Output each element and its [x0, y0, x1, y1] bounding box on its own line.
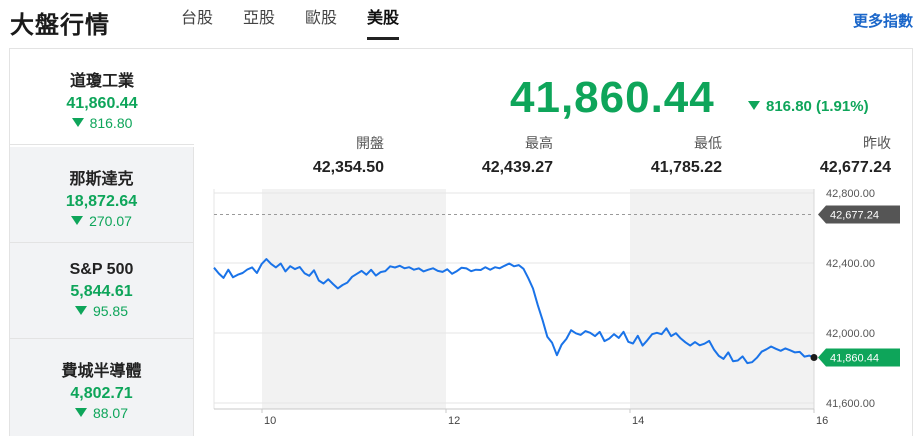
x-axis-ticks: 10 12 14 16 — [261, 409, 828, 427]
tab-europe[interactable]: 歐股 — [290, 0, 352, 42]
stat-value: 42,439.27 — [481, 159, 553, 176]
x-tick-label: 14 — [632, 415, 644, 427]
stat-label: 最低 — [694, 135, 722, 151]
index-change: 95.85 — [10, 303, 193, 319]
stat-open: 開盤 42,354.50 — [224, 133, 384, 177]
previous-close-tag-label: 42,677.24 — [830, 209, 879, 221]
previous-close-tag: 42,677.24 — [818, 205, 900, 224]
x-tick-label: 10 — [264, 415, 276, 427]
y-axis-ticks: 42,800.00 42,400.00 42,000.00 41,600.00 — [826, 189, 875, 410]
stat-prev-close: 昨收 42,677.24 — [731, 133, 891, 177]
last-price-dot — [810, 354, 818, 361]
stat-value: 42,354.50 — [312, 159, 384, 176]
market-card: 道瓊工業 41,860.44 816.80 那斯達克 18,872.64 270… — [9, 48, 913, 436]
down-arrow-icon — [71, 216, 84, 225]
tab-asia[interactable]: 亞股 — [228, 0, 290, 42]
index-name: 道瓊工業 — [69, 73, 134, 90]
price-line — [213, 258, 815, 365]
down-arrow-icon — [748, 101, 760, 110]
index-value: 18,872.64 — [65, 193, 138, 210]
stat-value: 41,785.22 — [650, 159, 722, 176]
index-name: 那斯達克 — [69, 171, 134, 188]
price-change-value: 816.80 (1.91%) — [766, 98, 869, 115]
index-change: 816.80 — [10, 115, 194, 131]
down-arrow-icon — [71, 118, 84, 127]
down-arrow-icon — [74, 408, 87, 417]
down-arrow-icon — [74, 306, 87, 315]
index-name: S&P 500 — [69, 261, 134, 278]
index-item-sox[interactable]: 費城半導體 4,802.71 88.07 — [10, 339, 194, 436]
header: 大盤行情 台股 亞股 歐股 美股 更多指數 — [0, 0, 919, 42]
index-change-value: 88.07 — [92, 405, 129, 421]
index-change-value: 816.80 — [89, 115, 133, 131]
stat-value: 42,677.24 — [819, 159, 891, 176]
session-band — [630, 189, 814, 409]
index-value: 5,844.61 — [70, 283, 133, 300]
stat-label: 開盤 — [356, 135, 384, 151]
tab-label: 台股 — [180, 10, 213, 27]
last-price-tag: 41,860.44 — [818, 348, 900, 367]
stat-high: 最高 42,439.27 — [393, 133, 553, 177]
index-item-nasdaq[interactable]: 那斯達克 18,872.64 270.07 — [10, 147, 194, 243]
stat-low: 最低 41,785.22 — [562, 133, 722, 177]
previous-close-tag-shape — [818, 205, 900, 224]
index-change-value: 95.85 — [92, 303, 129, 319]
index-value: 41,860.44 — [66, 95, 138, 112]
tab-label: 歐股 — [304, 10, 337, 27]
tab-label: 亞股 — [242, 10, 275, 27]
index-item-dow[interactable]: 道瓊工業 41,860.44 816.80 — [10, 49, 194, 145]
y-tick-label: 42,400.00 — [826, 258, 875, 270]
x-tick-label: 12 — [448, 415, 460, 427]
index-change: 88.07 — [10, 405, 193, 421]
index-item-sp500[interactable]: S&P 500 5,844.61 95.85 — [10, 243, 194, 339]
tab-tw[interactable]: 台股 — [166, 0, 228, 42]
stat-label: 昨收 — [863, 135, 891, 151]
tab-label: 美股 — [366, 2, 399, 40]
y-tick-label: 42,000.00 — [826, 328, 875, 340]
index-value: 4,802.71 — [70, 385, 133, 402]
last-price-tag-shape — [818, 348, 900, 367]
market-tabs: 台股 亞股 歐股 美股 — [166, 0, 414, 42]
session-band — [262, 189, 446, 409]
more-indices-link[interactable]: 更多指數 — [852, 13, 913, 30]
x-tick-label: 16 — [816, 415, 828, 427]
index-change: 270.07 — [10, 213, 193, 229]
page-title: 大盤行情 — [10, 12, 110, 39]
last-price-tag-label: 41,860.44 — [830, 353, 879, 365]
grid-lines — [214, 192, 814, 404]
y-tick-label: 42,800.00 — [826, 189, 875, 200]
stat-label: 最高 — [525, 135, 553, 151]
index-change-value: 270.07 — [89, 213, 132, 229]
tab-us[interactable]: 美股 — [352, 0, 414, 42]
index-name: 費城半導體 — [61, 363, 142, 380]
y-tick-label: 41,600.00 — [826, 398, 875, 410]
index-list: 道瓊工業 41,860.44 816.80 那斯達克 18,872.64 270… — [10, 49, 194, 436]
current-price: 41,860.44 — [510, 73, 715, 122]
price-change: 816.80 (1.91%) — [748, 98, 869, 115]
